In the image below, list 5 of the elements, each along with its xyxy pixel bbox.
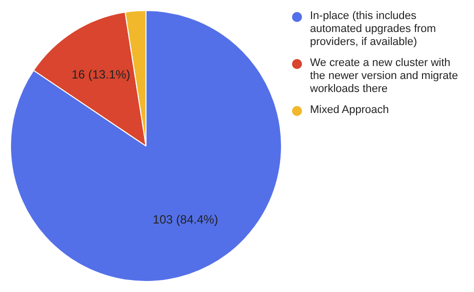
- legend-label: We create a new cluster with the newer version and migrate workloads there: [310, 57, 459, 96]
- legend-label: Mixed Approach: [310, 104, 389, 117]
- data-label: 16 (13.1%): [72, 67, 130, 82]
- data-label: 103 (84.4%): [152, 212, 218, 226]
- legend-label: In-place (this includes automated upgrades from providers, if available): [310, 10, 437, 49]
